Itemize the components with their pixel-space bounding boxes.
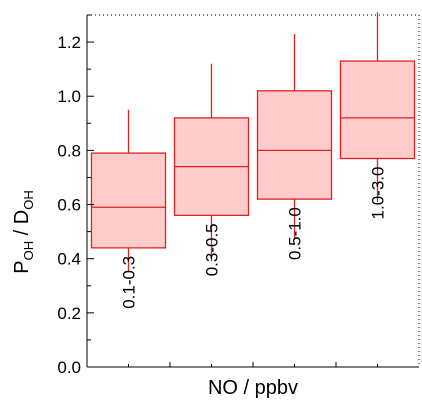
x-axis-label: NO / ppbv — [208, 377, 298, 399]
y-tick-label: 1.2 — [57, 33, 81, 52]
y-label-p-subscript: OH — [21, 241, 36, 261]
category-label: 0.5-1.0 — [286, 207, 305, 260]
box-iqr — [256, 90, 333, 200]
box-0.3-0.5 — [173, 63, 250, 262]
y-label-p: P — [11, 260, 33, 273]
boxes-layer — [90, 12, 416, 273]
ticks-layer: 0.0 0.2 0.4 0.6 0.8 1.0 1.2 — [57, 14, 378, 377]
box-0.1-0.3 — [90, 109, 167, 273]
y-tick-label: 0.2 — [57, 304, 81, 323]
y-tick-label: 1.0 — [57, 87, 81, 106]
y-label-separator: / — [11, 224, 33, 241]
category-label: 0.1-0.3 — [120, 256, 139, 309]
box-0.5-1.0 — [256, 33, 333, 240]
y-tick-label: 0.0 — [57, 358, 81, 377]
box-iqr — [339, 60, 416, 160]
y-label-d: D — [11, 210, 33, 224]
category-label: 0.3-0.5 — [203, 223, 222, 276]
category-label: 1.0-3.0 — [369, 167, 388, 220]
y-axis-label: POH / DOH — [11, 190, 36, 273]
y-tick-label: 0.4 — [57, 250, 81, 269]
box-1.0-3.0 — [339, 12, 416, 202]
y-tick-label: 0.6 — [57, 196, 81, 215]
y-tick-label: 0.8 — [57, 141, 81, 160]
box-iqr — [90, 152, 167, 249]
category-labels-layer: 0.1-0.3 0.3-0.5 0.5-1.0 1.0-3.0 — [120, 167, 388, 309]
y-label-d-subscript: OH — [21, 190, 36, 210]
